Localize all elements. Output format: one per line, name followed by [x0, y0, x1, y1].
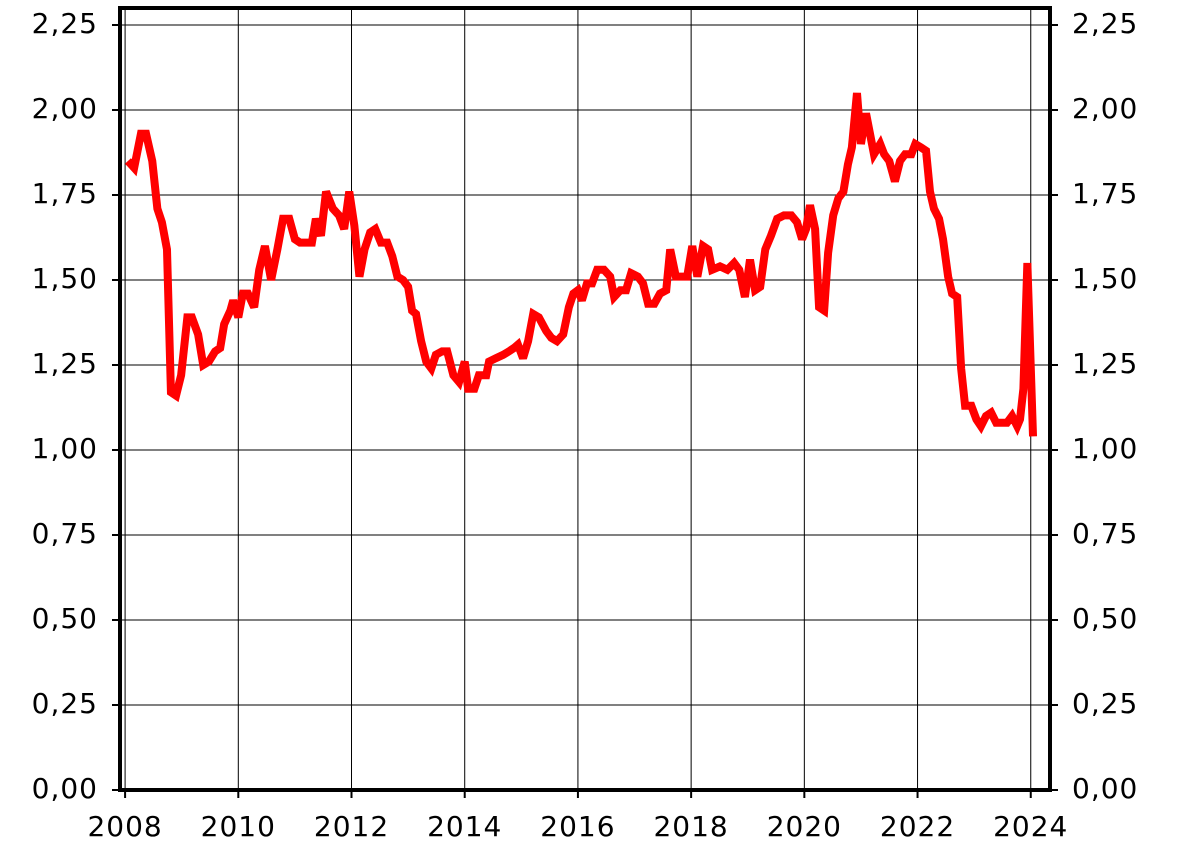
x-tick-label: 2024: [993, 810, 1068, 840]
plot-frame: [118, 6, 1052, 792]
y2-tick-label: 1,00: [1072, 432, 1138, 465]
line: [124, 92, 1038, 437]
y-tick-label: 1,25: [32, 347, 98, 380]
y2-tick-label: 0,75: [1072, 517, 1138, 550]
x-tick-label: 2014: [427, 810, 502, 840]
y-tick-label: 0,25: [32, 687, 98, 720]
x-tick-label: 2018: [653, 810, 728, 840]
y-tick-label: 2,25: [32, 7, 98, 40]
y-tick-label: 0,75: [32, 517, 98, 550]
x-tick-label: 2022: [880, 810, 955, 840]
x-tick-label: 2016: [540, 810, 615, 840]
y2-tick-label: 1,50: [1072, 262, 1138, 295]
x-tick-label: 2012: [314, 810, 389, 840]
y2-tick-label: 2,25: [1072, 7, 1138, 40]
y2-tick-label: 1,25: [1072, 347, 1138, 380]
x-tick-label: 2020: [767, 810, 842, 840]
y2-tick-label: 1,75: [1072, 177, 1138, 210]
x-tick-label: 2008: [87, 810, 162, 840]
y2-tick-label: 0,25: [1072, 687, 1138, 720]
y-tick-label: 1,00: [32, 432, 98, 465]
y-tick-label: 0,00: [32, 772, 98, 805]
y-tick-label: 1,75: [32, 177, 98, 210]
y2-tick-label: 2,00: [1072, 92, 1138, 125]
y-tick-label: 0,50: [32, 602, 98, 635]
y2-tick-label: 0,50: [1072, 602, 1138, 635]
y-tick-label: 1,50: [32, 262, 98, 295]
y-tick-label: 2,00: [32, 92, 98, 125]
x-tick-label: 2010: [201, 810, 276, 840]
y2-tick-label: 0,00: [1072, 772, 1138, 805]
